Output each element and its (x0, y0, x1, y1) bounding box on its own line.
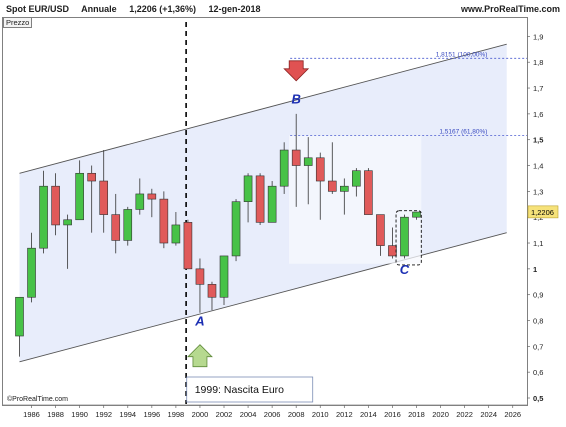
price-panel-frame (2, 17, 528, 406)
timeframe-label: Annuale (81, 4, 117, 14)
x-tick-label: 1992 (95, 410, 112, 419)
x-tick-label: 1990 (71, 410, 88, 419)
candle-1991[interactable] (87, 172, 96, 182)
candle-1993[interactable] (111, 214, 121, 241)
site-label: www.ProRealTime.com (460, 4, 560, 14)
candle-1989[interactable] (63, 219, 72, 226)
retracement-zone (288, 135, 422, 264)
candle-2008[interactable] (291, 149, 301, 166)
candle-1996[interactable] (147, 193, 157, 200)
candle-1986[interactable] (27, 247, 36, 298)
candle-2010[interactable] (315, 157, 325, 182)
candle-1992[interactable] (99, 180, 109, 215)
x-tick-label: 2024 (480, 410, 497, 419)
candle-1997[interactable] (159, 198, 169, 244)
candle-2013[interactable] (352, 170, 361, 187)
y-tick-label: 1,1 (533, 239, 543, 248)
current-price-box (527, 205, 559, 219)
candle-1990[interactable] (75, 172, 84, 221)
x-tick-label: 2006 (264, 410, 281, 419)
x-tick-label: 2016 (384, 410, 401, 419)
candle-1998[interactable] (171, 224, 181, 244)
x-tick-label: 2014 (360, 410, 377, 419)
channel-lower-line[interactable] (19, 232, 507, 363)
down-arrow-icon (283, 60, 310, 82)
x-tick-label: 2018 (408, 410, 425, 419)
candle-2005[interactable] (255, 175, 265, 223)
fib-label-0: 1,8151 (100,00%) (436, 51, 488, 58)
x-tick-label: 2026 (504, 410, 521, 419)
y-tick-label: 1,6 (533, 110, 543, 119)
x-tick-label: 2004 (240, 410, 257, 419)
wave-label-A: A (194, 314, 204, 329)
candle-2009[interactable] (303, 157, 313, 166)
candle-2012[interactable] (340, 185, 349, 192)
candle-1987[interactable] (39, 185, 48, 249)
wave-label-B: B (291, 92, 300, 107)
annotation-box[interactable] (186, 376, 314, 403)
wave-label-C: C (400, 262, 410, 277)
candle-1995[interactable] (135, 193, 145, 210)
annotation-label: 1999: Nascita Euro (195, 384, 284, 396)
x-tick-label: 2020 (432, 410, 449, 419)
candle-2006[interactable] (267, 185, 277, 223)
x-tick-label: 2022 (456, 410, 473, 419)
current-price-label: 1,2206 (531, 208, 554, 217)
y-tick-label: 0,8 (533, 317, 543, 326)
candle-2018[interactable] (412, 211, 421, 218)
candle-2002[interactable] (219, 255, 229, 298)
candle-2011[interactable] (327, 180, 337, 192)
candle-2003[interactable] (231, 201, 241, 257)
x-tick-label: 2008 (288, 410, 305, 419)
y-tick-label: 0,7 (533, 342, 543, 351)
x-tick-label: 1996 (143, 410, 160, 419)
x-tick-label: 1986 (23, 410, 40, 419)
y-tick-label: 0,5 (533, 394, 543, 403)
y-tick-label: 1,8 (533, 58, 543, 67)
up-arrow-icon (186, 344, 213, 368)
y-tick-label: 1 (533, 265, 537, 274)
candle-2017[interactable] (400, 216, 409, 257)
x-tick-label: 2002 (216, 410, 233, 419)
last-price-label: 1,2206 (+1,36%) (129, 4, 196, 14)
candle-2015[interactable] (376, 214, 385, 246)
x-tick-label: 1994 (119, 410, 136, 419)
x-tick-label: 2000 (192, 410, 209, 419)
x-tick-label: 2010 (312, 410, 329, 419)
candle-2004[interactable] (243, 175, 253, 202)
candle-1985[interactable] (15, 296, 24, 337)
fib-label-1: 1,5167 (61,80%) (439, 128, 487, 135)
y-tick-label: 0,6 (533, 368, 543, 377)
candle-1999[interactable] (183, 222, 193, 270)
x-tick-label: 2012 (336, 410, 353, 419)
copyright-label: ©ProRealTime.com (7, 395, 68, 403)
c-wave-box (395, 210, 422, 266)
candle-2007[interactable] (279, 149, 289, 187)
y-tick-label: 1,4 (533, 162, 543, 171)
candle-2000[interactable] (195, 268, 205, 285)
candle-1994[interactable] (123, 209, 133, 241)
y-tick-label: 1,3 (533, 187, 543, 196)
symbol-label: Spot EUR/USD (6, 4, 69, 14)
candle-1988[interactable] (51, 185, 60, 226)
chart-header: Spot EUR/USD Annuale 1,2206 (+1,36%) 12-… (6, 4, 271, 18)
y-tick-label: 1,5 (533, 136, 543, 145)
x-tick-label: 1988 (47, 410, 64, 419)
date-label: 12-gen-2018 (208, 4, 261, 14)
candle-2014[interactable] (364, 170, 373, 215)
x-tick-label: 1998 (168, 410, 185, 419)
y-tick-label: 0,9 (533, 291, 543, 300)
channel-upper-line[interactable] (19, 43, 507, 174)
y-tick-label: 1,7 (533, 84, 543, 93)
candle-2001[interactable] (207, 284, 217, 298)
panel-label[interactable]: Prezzo (3, 17, 33, 28)
y-tick-label: 1,9 (533, 32, 543, 41)
candle-2016[interactable] (388, 245, 397, 257)
